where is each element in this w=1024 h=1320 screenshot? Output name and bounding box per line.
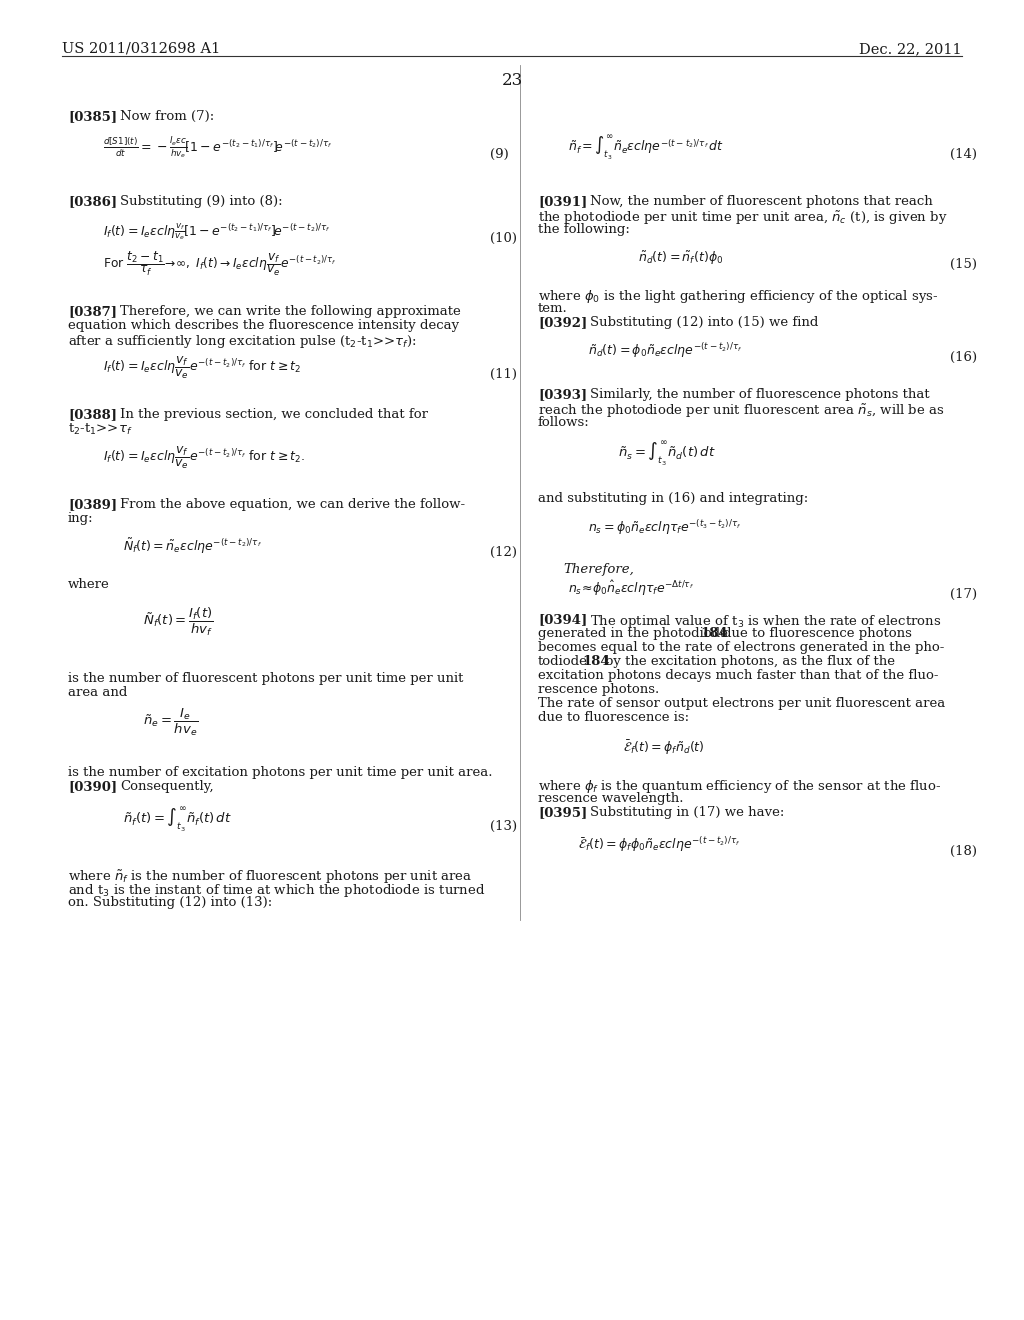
Text: (11): (11) [490,368,517,381]
Text: $n_s=\phi_0\tilde{n}_e\varepsilon cl\eta\tau_f e^{-(t_3-t_2)/\tau_f}$: $n_s=\phi_0\tilde{n}_e\varepsilon cl\eta… [588,519,741,537]
Text: is the number of excitation photons per unit time per unit area.: is the number of excitation photons per … [68,766,493,779]
Text: ing:: ing: [68,512,93,525]
Text: $\tilde{n}_d(t)=\tilde{n}_f(t)\phi_0$: $\tilde{n}_d(t)=\tilde{n}_f(t)\phi_0$ [638,249,723,267]
Text: Substituting in (17) we have:: Substituting in (17) we have: [590,807,784,818]
Text: excitation photons decays much faster than that of the fluo-: excitation photons decays much faster th… [538,669,939,682]
Text: Therefore,: Therefore, [563,564,634,576]
Text: where $\phi_f$ is the quantum efficiency of the sensor at the fluo-: where $\phi_f$ is the quantum efficiency… [538,777,941,795]
Text: $\tilde{N}_f(t)=\tilde{n}_e\varepsilon cl\eta e^{-(t-t_2)/\tau_f}$: $\tilde{N}_f(t)=\tilde{n}_e\varepsilon c… [123,536,262,556]
Text: $I_f(t)=I_e\varepsilon cl\eta\dfrac{v_f}{v_e}e^{-(t-t_2)/\tau_f}\ \mathrm{for}\ : $I_f(t)=I_e\varepsilon cl\eta\dfrac{v_f}… [103,445,305,471]
Text: on. Substituting (12) into (13):: on. Substituting (12) into (13): [68,896,272,909]
Text: $\tilde{n}_e=\dfrac{I_e}{hv_e}$: $\tilde{n}_e=\dfrac{I_e}{hv_e}$ [143,706,198,738]
Text: $n_s\!\approx\!\phi_0\hat{n}_e\varepsilon cl\eta\tau_f e^{-\Delta t/\tau_f}$: $n_s\!\approx\!\phi_0\hat{n}_e\varepsilo… [568,578,694,598]
Text: becomes equal to the rate of electrons generated in the pho-: becomes equal to the rate of electrons g… [538,642,944,653]
Text: the photodiode per unit time per unit area, $\tilde{n}_c$ (t), is given by: the photodiode per unit time per unit ar… [538,209,947,227]
Text: [0390]: [0390] [68,780,117,793]
Text: (10): (10) [490,232,517,246]
Text: Dec. 22, 2011: Dec. 22, 2011 [859,42,962,55]
Text: where $\tilde{n}_f$ is the number of fluorescent photons per unit area: where $\tilde{n}_f$ is the number of flu… [68,869,472,886]
Text: 184: 184 [582,655,609,668]
Text: $\bar{\mathcal{E}}_f(t)=\phi_f\phi_0\tilde{n}_e\varepsilon cl\eta e^{-(t-t_2)/\t: $\bar{\mathcal{E}}_f(t)=\phi_f\phi_0\til… [578,836,740,854]
Text: area and: area and [68,686,127,700]
Text: is the number of fluorescent photons per unit time per unit: is the number of fluorescent photons per… [68,672,464,685]
Text: [0387]: [0387] [68,305,117,318]
Text: US 2011/0312698 A1: US 2011/0312698 A1 [62,42,220,55]
Text: The optimal value of t$_3$ is when the rate of electrons: The optimal value of t$_3$ is when the r… [590,612,941,630]
Text: Similarly, the number of fluorescence photons that: Similarly, the number of fluorescence ph… [590,388,930,401]
Text: by the excitation photons, as the flux of the: by the excitation photons, as the flux o… [605,655,895,668]
Text: t$_2$-t$_1$>>$\tau_f$: t$_2$-t$_1$>>$\tau_f$ [68,422,132,437]
Text: [0393]: [0393] [538,388,587,401]
Text: Substituting (12) into (15) we find: Substituting (12) into (15) we find [590,315,818,329]
Text: and substituting in (16) and integrating:: and substituting in (16) and integrating… [538,492,808,506]
Text: $\mathrm{For}\ \dfrac{t_2-t_1}{\tau_f}\!\to\!\infty,\ I_f(t)\to I_e\varepsilon c: $\mathrm{For}\ \dfrac{t_2-t_1}{\tau_f}\!… [103,249,337,279]
Text: (14): (14) [950,148,977,161]
Text: the following:: the following: [538,223,630,236]
Text: equation which describes the fluorescence intensity decay: equation which describes the fluorescenc… [68,319,459,333]
Text: Now from (7):: Now from (7): [120,110,214,123]
Text: and t$_3$ is the instant of time at which the photodiode is turned: and t$_3$ is the instant of time at whic… [68,882,485,899]
Text: (13): (13) [490,820,517,833]
Text: 184: 184 [700,627,728,640]
Text: rescence wavelength.: rescence wavelength. [538,792,683,805]
Text: $\tilde{N}_f(t)=\dfrac{I_f(t)}{hv_f}$: $\tilde{N}_f(t)=\dfrac{I_f(t)}{hv_f}$ [143,606,214,638]
Text: generated in the photodiode: generated in the photodiode [538,627,728,640]
Text: follows:: follows: [538,416,590,429]
Text: (16): (16) [950,351,977,364]
Text: [0385]: [0385] [68,110,117,123]
Text: [0394]: [0394] [538,612,587,626]
Text: [0388]: [0388] [68,408,117,421]
Text: todiode: todiode [538,655,588,668]
Text: (17): (17) [950,587,977,601]
Text: $\tilde{n}_s=\int_{t_3}^{\infty}\tilde{n}_d(t)\,dt$: $\tilde{n}_s=\int_{t_3}^{\infty}\tilde{n… [618,440,716,469]
Text: due to fluorescence is:: due to fluorescence is: [538,711,689,723]
Text: $\frac{d[S1](t)}{dt} = -\frac{I_e\varepsilon c}{hv_e}\!\left[1-e^{-(t_2-t_1)/\ta: $\frac{d[S1](t)}{dt} = -\frac{I_e\vareps… [103,135,332,161]
Text: (12): (12) [490,546,517,558]
Text: [0386]: [0386] [68,195,117,209]
Text: The rate of sensor output electrons per unit fluorescent area: The rate of sensor output electrons per … [538,697,945,710]
Text: 23: 23 [502,73,522,88]
Text: $\tilde{n}_f=\int_{t_3}^{\infty}\tilde{n}_e\varepsilon cl\eta e^{-(t-t_2)/\tau_f: $\tilde{n}_f=\int_{t_3}^{\infty}\tilde{n… [568,133,724,162]
Text: reach the photodiode per unit fluorescent area $\tilde{n}_s$, will be as: reach the photodiode per unit fluorescen… [538,403,944,420]
Text: after a sufficiently long excitation pulse (t$_2$-t$_1$>>$\tau_f$):: after a sufficiently long excitation pul… [68,333,417,350]
Text: [0392]: [0392] [538,315,587,329]
Text: [0391]: [0391] [538,195,587,209]
Text: where $\phi_0$ is the light gathering efficiency of the optical sys-: where $\phi_0$ is the light gathering ef… [538,288,938,305]
Text: $\tilde{n}_d(t)=\phi_0\tilde{n}_e\varepsilon cl\eta e^{-(t-t_2)/\tau_f}$: $\tilde{n}_d(t)=\phi_0\tilde{n}_e\vareps… [588,342,742,360]
Text: (15): (15) [950,257,977,271]
Text: $\tilde{n}_f(t)=\int_{t_3}^{\infty}\tilde{n}_f(t)\,dt$: $\tilde{n}_f(t)=\int_{t_3}^{\infty}\tild… [123,805,232,834]
Text: (9): (9) [490,148,509,161]
Text: Now, the number of fluorescent photons that reach: Now, the number of fluorescent photons t… [590,195,933,209]
Text: $I_f(t)=I_e\varepsilon cl\eta\dfrac{v_f}{v_e}e^{-(t-t_2)/\tau_f}\ \mathrm{for}\ : $I_f(t)=I_e\varepsilon cl\eta\dfrac{v_f}… [103,355,301,381]
Text: From the above equation, we can derive the follow-: From the above equation, we can derive t… [120,498,465,511]
Text: Therefore, we can write the following approximate: Therefore, we can write the following ap… [120,305,461,318]
Text: [0389]: [0389] [68,498,117,511]
Text: due to fluorescence photons: due to fluorescence photons [723,627,912,640]
Text: $\bar{\mathcal{E}}_f(t)=\phi_f\tilde{n}_d(t)$: $\bar{\mathcal{E}}_f(t)=\phi_f\tilde{n}_… [623,739,705,758]
Text: In the previous section, we concluded that for: In the previous section, we concluded th… [120,408,428,421]
Text: $I_f(t)=I_e\varepsilon cl\eta\frac{v_f}{v_e}\!\left[1-e^{-(t_2-t_1)/\tau_f}\righ: $I_f(t)=I_e\varepsilon cl\eta\frac{v_f}{… [103,222,331,243]
Text: tem.: tem. [538,302,567,315]
Text: Consequently,: Consequently, [120,780,214,793]
Text: [0395]: [0395] [538,807,587,818]
Text: Substituting (9) into (8):: Substituting (9) into (8): [120,195,283,209]
Text: (18): (18) [950,845,977,858]
Text: rescence photons.: rescence photons. [538,682,659,696]
Text: where: where [68,578,110,591]
